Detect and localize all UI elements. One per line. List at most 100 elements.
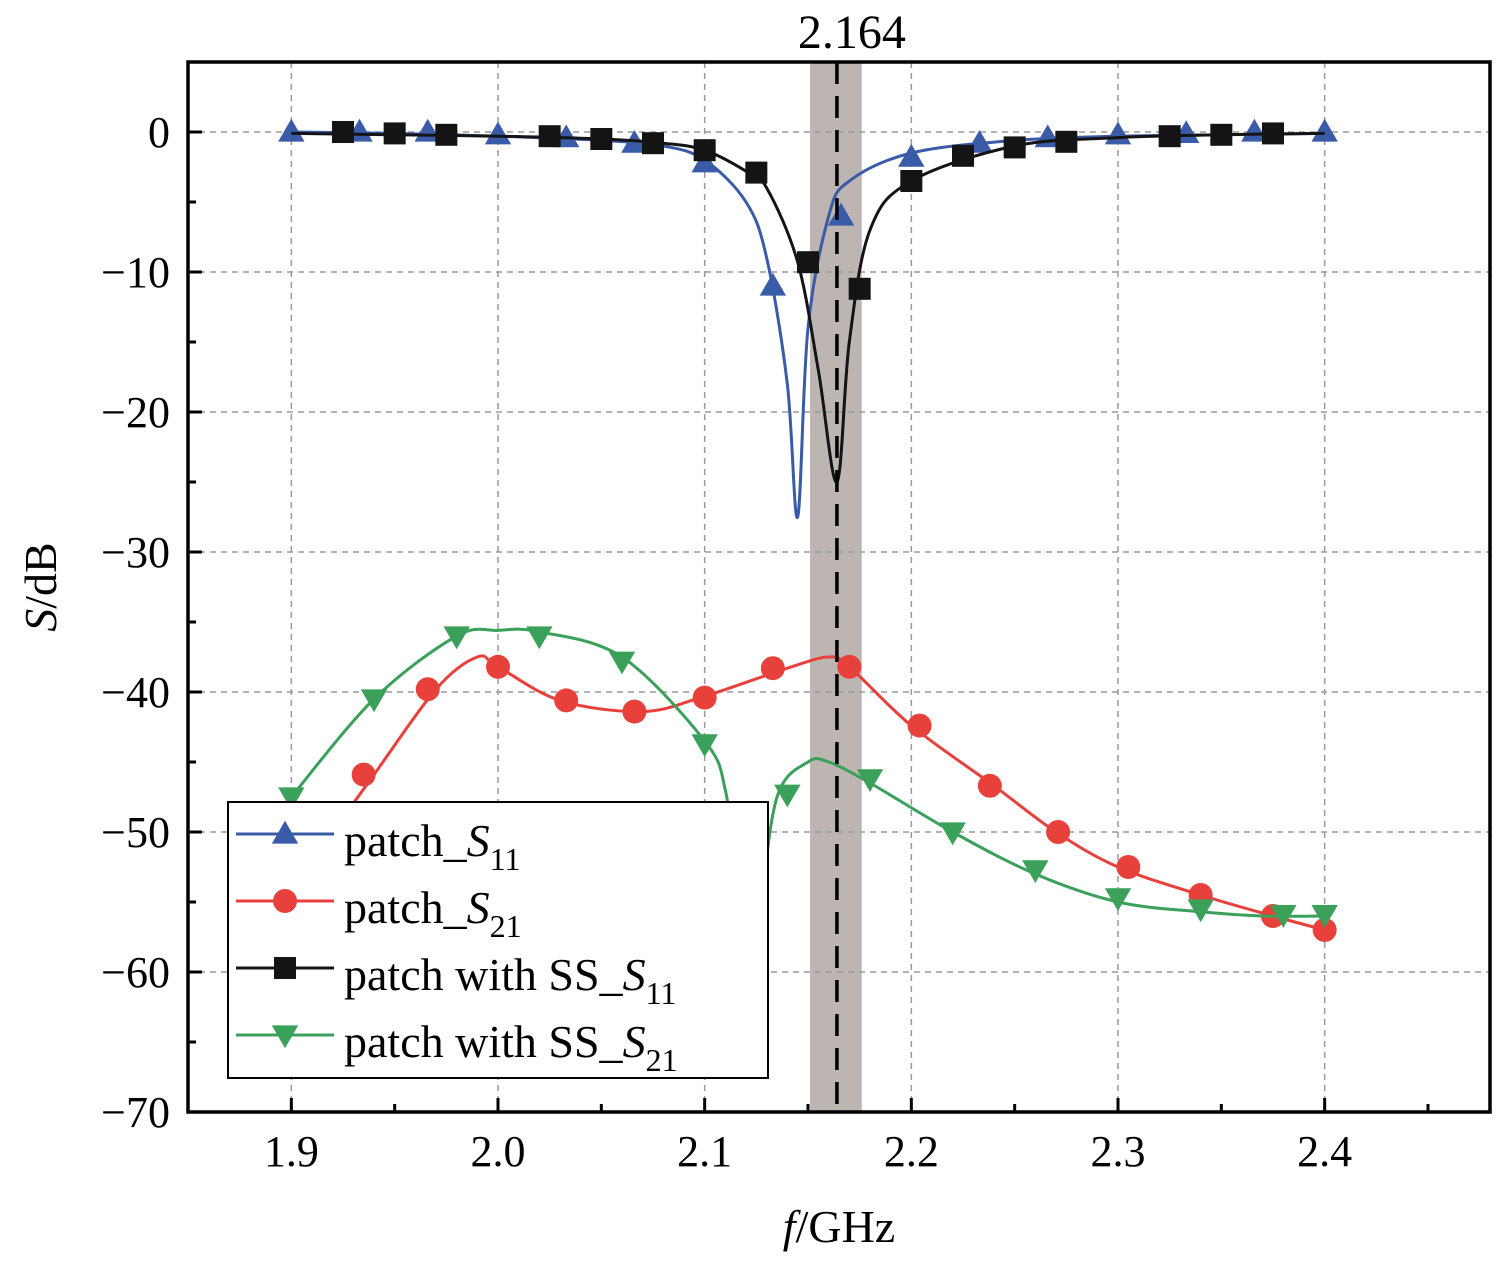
series-point-1: [692, 685, 717, 710]
series-2: [291, 121, 1325, 484]
series-point-0: [278, 118, 305, 142]
series-point-2: [745, 161, 768, 184]
series-point-3: [278, 787, 305, 811]
plot-frame: [186, 60, 1492, 1114]
series-point-3: [939, 822, 966, 846]
series-point-2: [900, 170, 923, 192]
series-point-2: [383, 122, 406, 145]
series-point-0: [484, 121, 512, 145]
series-point-3: [443, 626, 470, 650]
y-tick-label: −20: [101, 388, 170, 437]
legend-label-sub: 11: [490, 841, 521, 877]
series-line-0: [291, 130, 1325, 519]
series-point-0: [898, 144, 925, 167]
y-tick-label: 0: [148, 108, 170, 157]
x-tick-label: 1.9: [264, 1127, 319, 1176]
legend-box: [227, 801, 769, 1079]
series-point-2: [435, 123, 458, 146]
series-point-2: [332, 121, 354, 143]
legend-label-italic: S: [467, 815, 490, 866]
legend-label-italic: S: [467, 882, 490, 933]
legend-label-prefix: patch_: [344, 882, 468, 933]
y-tick-label: −40: [101, 668, 170, 717]
series-point-3: [856, 769, 884, 792]
series-point-1: [554, 688, 579, 713]
y-axis-label-italic: S: [15, 609, 66, 632]
legend-label: patch with SS_S21: [344, 1016, 678, 1078]
tick-layer: 1.9 2.0 2.1 2.2 2.3 2.4 0 −10 −20 −30 −40 −50 −60 −70: [101, 60, 1430, 1176]
series-point-3: [1022, 860, 1049, 883]
series-point-2: [1158, 125, 1181, 148]
series-point-3: [526, 626, 553, 650]
series-point-1: [977, 773, 1002, 798]
legend-label-prefix: patch with SS_: [344, 949, 624, 1000]
legend-swatch-marker: [273, 889, 297, 913]
annotation-label: 2.164: [798, 6, 906, 59]
series-point-2: [952, 144, 974, 167]
x-tick-label: 2.4: [1297, 1127, 1352, 1176]
legend-item-1: patch_S21: [236, 882, 522, 944]
series-point-1: [622, 699, 647, 724]
series-point-1: [1116, 855, 1141, 879]
y-tick-label: −60: [101, 948, 170, 997]
series-point-2: [797, 251, 819, 274]
legend-label: patch with SS_S11: [344, 949, 676, 1011]
legend-label-sub: 11: [646, 975, 677, 1011]
series-point-1: [415, 677, 440, 702]
legend-label-prefix: patch_: [344, 815, 468, 866]
series-line-2: [291, 131, 1325, 484]
legend-label-italic: S: [623, 949, 646, 1000]
legend-label-prefix: patch with SS_: [344, 1016, 624, 1067]
y-tick-label: −50: [101, 808, 170, 857]
legend-label-italic: S: [623, 1016, 646, 1067]
series-point-3: [774, 784, 801, 808]
series-point-1: [1046, 820, 1071, 844]
y-tick-label: −30: [101, 528, 170, 577]
x-tick-label: 2.1: [677, 1127, 732, 1176]
y-axis-label-rest: /dB: [15, 542, 66, 608]
series-point-1: [760, 656, 785, 681]
series-point-0: [759, 272, 787, 296]
series-point-1: [907, 713, 932, 738]
series-point-0: [1104, 121, 1132, 145]
series-point-3: [1104, 888, 1132, 911]
series-point-0: [827, 202, 855, 226]
series-point-2: [1055, 130, 1078, 153]
legend-label: patch_S21: [344, 882, 522, 944]
y-tick-label: −70: [101, 1088, 170, 1137]
legend-item-3: patch with SS_S21: [236, 1016, 678, 1078]
series-point-3: [1187, 899, 1214, 923]
series-point-2: [590, 128, 613, 150]
legend-label-sub: 21: [490, 908, 522, 944]
series-point-2: [1262, 122, 1284, 145]
legend-label: patch_S11: [344, 815, 520, 877]
x-tick-label: 2.2: [884, 1127, 939, 1176]
x-tick-label: 2.3: [1091, 1127, 1146, 1176]
series-point-1: [351, 762, 376, 787]
series-point-3: [691, 734, 718, 757]
x-axis-label: f/GHz: [783, 1201, 895, 1252]
x-tick-label: 2.0: [471, 1127, 526, 1176]
series-point-2: [642, 132, 664, 155]
x-axis-label-rest: /GHz: [796, 1201, 896, 1252]
series-layer: [278, 118, 1338, 1030]
series-point-1: [1312, 918, 1337, 942]
series-point-1: [486, 654, 510, 679]
legend-swatch-marker: [271, 820, 299, 844]
y-axis-label: S/dB: [15, 542, 66, 631]
series-point-0: [1311, 118, 1338, 142]
y-tick-label: −10: [101, 248, 170, 297]
series-point-3: [608, 651, 636, 675]
series-point-3: [1311, 905, 1338, 928]
legend-swatch-marker: [274, 957, 296, 979]
series-point-2: [848, 277, 871, 300]
legend-item-2: patch with SS_S11: [236, 949, 676, 1011]
legend-item-0: patch_S11: [236, 815, 520, 877]
series-point-2: [1003, 136, 1026, 159]
series-point-3: [360, 689, 388, 713]
series-point-2: [693, 139, 716, 162]
legend-label-sub: 21: [646, 1042, 678, 1078]
